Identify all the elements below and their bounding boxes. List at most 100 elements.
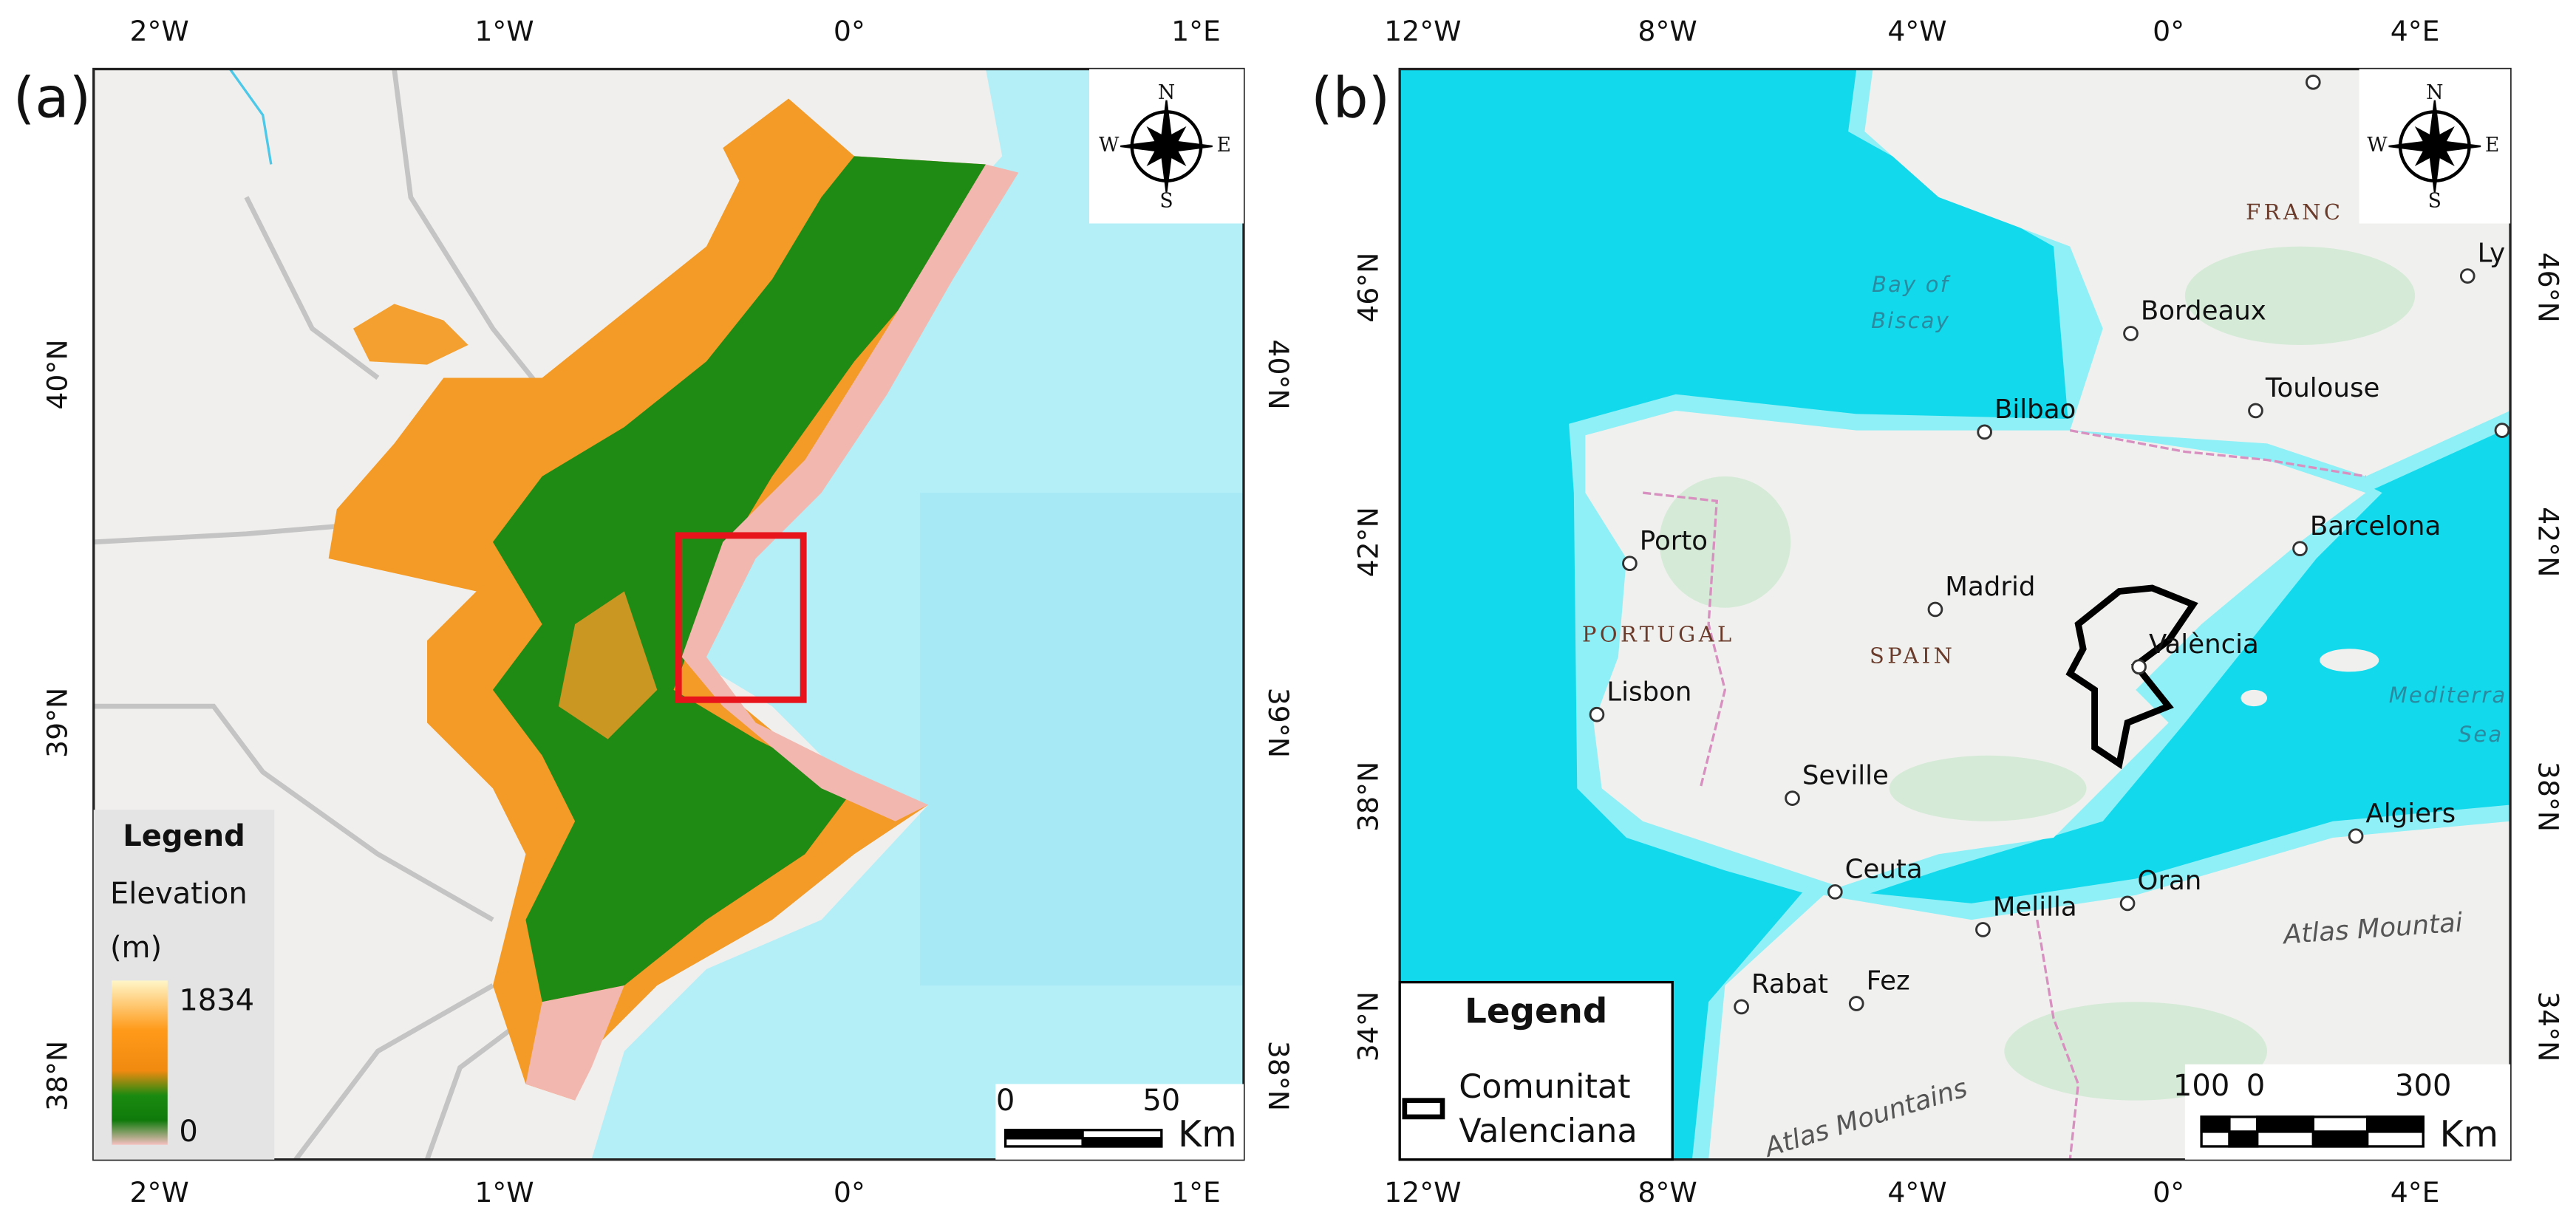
city-label: Porto: [1640, 526, 1708, 556]
elevation-ramp: [112, 980, 168, 1145]
city-label: Ly: [2478, 239, 2506, 269]
city-dot: [2494, 423, 2510, 438]
city-dot: [2348, 828, 2364, 844]
city-label: València: [2149, 629, 2259, 660]
city-label: Lisbon: [1606, 677, 1691, 707]
lat-tick-label: 38°N: [41, 1041, 74, 1111]
scale-unit: Km: [1178, 1113, 1237, 1155]
lat-tick-label: 34°N: [1352, 991, 1385, 1062]
city-dot: [1977, 424, 1992, 440]
legend-b: [1398, 980, 1674, 1161]
legend-min: 0: [179, 1115, 197, 1149]
compass-s: S: [2428, 190, 2442, 213]
city-dot: [2131, 659, 2147, 675]
city-label: Oran: [2137, 866, 2201, 896]
lat-tick-label: 34°N: [2532, 991, 2564, 1062]
lat-tick-label: 46°N: [1352, 253, 1385, 323]
country-label: SPAIN: [1870, 643, 1955, 668]
region-outline: [2065, 584, 2198, 770]
lat-tick-label: 39°N: [41, 688, 74, 758]
city-dot: [1827, 883, 1843, 900]
lat-tick-label: 39°N: [1262, 688, 1295, 758]
city-dot: [1734, 999, 1749, 1015]
legend-title: Legend: [123, 819, 245, 853]
legend-max: 1834: [179, 983, 254, 1017]
lon-tick-label: 8°W: [1638, 15, 1697, 47]
city-label: Fez: [1867, 966, 1910, 997]
compass-n: N: [1158, 81, 1175, 104]
sea-label: Bay of: [1872, 272, 1951, 297]
city-dot: [2459, 268, 2476, 284]
lon-tick-label: 2°W: [130, 15, 189, 47]
lat-tick-label: 38°N: [1352, 762, 1385, 832]
sea-label: Mediterra: [2389, 683, 2507, 708]
lon-tick-label: 0°: [834, 15, 865, 47]
sea-label: Biscay: [1871, 308, 1950, 333]
lat-tick-label: 38°N: [2532, 762, 2564, 832]
panel-label: (b): [1311, 65, 1390, 130]
lat-tick-label: 46°N: [2532, 253, 2564, 323]
city-label: Toulouse: [2265, 373, 2380, 403]
compass-e: E: [1217, 134, 1231, 157]
city-dot: [1927, 601, 1943, 618]
scale-label: 50: [1142, 1084, 1180, 1118]
lon-tick-label: 1°W: [474, 15, 534, 47]
scale-bar-a: [1004, 1129, 1163, 1148]
legend-title: Legend: [1465, 991, 1607, 1031]
lon-tick-label: 4°W: [1887, 15, 1946, 47]
city-dot: [1848, 996, 1864, 1011]
lon-tick-label: 0°: [2153, 15, 2184, 47]
scale-unit: Km: [2439, 1113, 2498, 1155]
city-dot: [1975, 922, 1991, 937]
legend-swatch: [1402, 1098, 1445, 1120]
city-label: Bilbao: [1994, 394, 2076, 425]
lon-tick-label: 1°W: [474, 1176, 534, 1209]
city-label: Seville: [1802, 761, 1889, 791]
lon-tick-label: 4°E: [2391, 15, 2440, 47]
city-dot: [2292, 541, 2308, 557]
city-dot: [1589, 706, 1605, 722]
lon-tick-label: 0°: [834, 1176, 865, 1209]
lon-tick-label: 12°W: [1384, 1176, 1461, 1209]
scale-label: 0: [2246, 1069, 2265, 1103]
legend-subtitle: Elevation: [110, 877, 248, 911]
city-label: Madrid: [1945, 572, 2035, 602]
lat-tick-label: 40°N: [1262, 339, 1295, 409]
legend-item: Comunitat: [1459, 1068, 1630, 1106]
city-label: Bordeaux: [2141, 296, 2266, 327]
country-label: PORTUGAL: [1582, 622, 1735, 647]
compass-w: W: [1099, 134, 1120, 157]
city-dot: [2248, 403, 2263, 419]
city-label: Melilla: [1993, 892, 2077, 923]
city-label: Ceuta: [1845, 854, 1923, 884]
city-dot: [2305, 74, 2321, 90]
lon-tick-label: 8°W: [1638, 1176, 1697, 1209]
legend-subtitle: (m): [110, 931, 162, 965]
compass-s: S: [1159, 190, 1173, 213]
sea-label: Sea: [2459, 722, 2504, 747]
map-a: [93, 69, 1244, 1160]
city-label: Barcelona: [2310, 511, 2441, 541]
scale-bar-b: [2200, 1115, 2425, 1148]
lon-tick-label: 4°E: [2391, 1176, 2440, 1209]
lat-tick-label: 40°N: [41, 339, 74, 409]
country-label: FRANC: [2246, 199, 2343, 225]
lon-tick-label: 12°W: [1384, 15, 1461, 47]
lon-tick-label: 0°: [2153, 1176, 2184, 1209]
map-b: [1400, 69, 2511, 1160]
lon-tick-label: 4°W: [1887, 1176, 1946, 1209]
compass-star: [1120, 100, 1213, 193]
lat-tick-label: 42°N: [2532, 507, 2564, 577]
frame-b: [1398, 67, 2512, 1161]
city-dot: [1622, 556, 1638, 572]
compass-star: [2388, 100, 2481, 193]
lat-tick-label: 42°N: [1352, 507, 1385, 577]
city-dot: [1785, 790, 1800, 806]
scale-label: 0: [996, 1084, 1015, 1118]
city-label: Algiers: [2365, 799, 2456, 829]
scale-label: 100: [2173, 1069, 2229, 1103]
legend-item: Valenciana: [1459, 1112, 1638, 1150]
lon-tick-label: 1°E: [1171, 15, 1221, 47]
panel-label: (a): [13, 65, 91, 130]
